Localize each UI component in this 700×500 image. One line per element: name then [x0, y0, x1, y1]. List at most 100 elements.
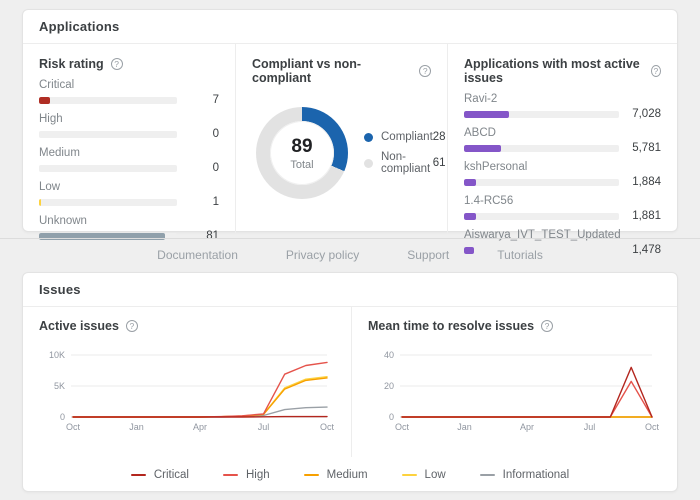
top-app-row-bar-line: 5,781 [464, 142, 661, 154]
top-app-row-bar-line: 1,881 [464, 210, 661, 222]
donut-total-label: Total [290, 158, 314, 171]
svg-text:Oct: Oct [66, 422, 81, 432]
legend-item-critical: Critical [130, 469, 189, 481]
mean-time-line-chart[interactable]: 0 20 40 Oct Jan Apr Jul Oct [368, 337, 668, 443]
risk-row-bar-line: 7 [39, 94, 219, 106]
applications-card-title: Applications [23, 10, 677, 44]
risk-row-value: 0 [212, 162, 219, 174]
risk-row-bar-track [39, 198, 177, 206]
svg-text:Oct: Oct [320, 422, 335, 432]
compliance-legend: Compliant 28 Non-compliant 61 [364, 123, 446, 183]
footer-link-documentation[interactable]: Documentation [157, 248, 238, 262]
risk-row: High 0 [39, 113, 219, 140]
issues-card-title: Issues [23, 273, 677, 307]
active-issues-title: Active issues ? [39, 319, 343, 333]
help-icon[interactable]: ? [541, 320, 554, 332]
top-app-row: Ravi-2 7,028 [464, 93, 661, 120]
legend-item-low: Low [401, 469, 446, 481]
top-app-row-value: 1,881 [632, 210, 661, 222]
top-app-row-bar-track [464, 110, 619, 118]
svg-text:Jul: Jul [584, 422, 596, 432]
legend-dot-icon [364, 132, 373, 142]
svg-text:Apr: Apr [193, 422, 207, 432]
top-app-row-bar-track [464, 212, 619, 220]
risk-rating-section: Risk rating ? Critical 7 High 0 Medium 0 Low 1 U… [23, 44, 235, 242]
svg-text:Oct: Oct [395, 422, 410, 432]
risk-row-bar-line: 81 [39, 230, 219, 242]
footer-link-support[interactable]: Support [407, 248, 450, 262]
top-app-row-bar-track [464, 178, 619, 186]
risk-row-bar-track [39, 164, 177, 172]
risk-row-label: Critical [39, 79, 75, 91]
footer-link-privacy-policy[interactable]: Privacy policy [285, 248, 360, 262]
compliance-donut-chart: 89 Total [256, 107, 348, 199]
top-app-row-bar-fill [464, 178, 477, 186]
risk-row-label: Unknown [39, 215, 87, 227]
legend-dot-icon [364, 158, 373, 168]
svg-text:20: 20 [384, 381, 394, 391]
help-icon[interactable]: ? [110, 58, 123, 70]
svg-text:Jul: Jul [258, 422, 270, 432]
top-apps-section: Applications with most active issues ? R… [447, 44, 677, 256]
risk-rating-title-text: Risk rating [39, 57, 104, 71]
top-app-row-bar-line: 1,478 [464, 244, 661, 256]
risk-row-bar-line: 0 [39, 128, 219, 140]
risk-row: Low 1 [39, 181, 219, 208]
donut-center: 89 Total [270, 121, 334, 185]
legend-item-label: Medium [326, 469, 368, 481]
compliance-section: Compliant vs non-compliant ? 89 Total Co… [235, 44, 447, 233]
risk-row-value: 1 [212, 196, 219, 208]
svg-text:5K: 5K [54, 381, 65, 391]
risk-row-bar-fill [39, 232, 165, 240]
risk-row: Unknown 81 [39, 215, 219, 242]
risk-row-label: High [39, 113, 63, 125]
svg-text:40: 40 [384, 350, 394, 360]
top-app-row-bar-line: 1,884 [464, 176, 661, 188]
legend-item-informational: Informational [479, 469, 570, 481]
top-app-row: kshPersonal 1,884 [464, 161, 661, 188]
risk-row-bar-track [39, 96, 177, 104]
compliance-legend-row: Non-compliant 61 [364, 151, 446, 175]
mean-time-title-text: Mean time to resolve issues [368, 319, 535, 333]
applications-card: Applications Risk rating ? Critical 7 High… [22, 9, 678, 256]
active-issues-line-chart[interactable]: 0 5K 10K Oct Jan Apr Jul Oct [39, 337, 339, 443]
applications-card-body: Risk rating ? Critical 7 High 0 Medium 0 Low 1 U… [23, 44, 677, 256]
top-app-row-value: 1,884 [632, 176, 661, 188]
top-app-row-bar-fill [464, 212, 477, 220]
risk-row-value: 7 [212, 94, 219, 106]
legend-item-label: Low [424, 469, 446, 481]
top-app-row: 1.4-RC56 1,881 [464, 195, 661, 222]
top-app-row-value: 1,478 [632, 244, 661, 256]
help-icon[interactable]: ? [125, 320, 138, 332]
legend-dash-icon [222, 474, 238, 476]
top-app-row-bar-line: 7,028 [464, 108, 661, 120]
compliance-legend-label: Non-compliant [381, 151, 431, 175]
risk-row-bar-fill [39, 96, 50, 104]
legend-dash-icon [479, 474, 495, 476]
compliance-donut-wrap: 89 Total Compliant 28 Non-compliant 61 [252, 107, 446, 199]
mean-time-title: Mean time to resolve issues ? [368, 319, 669, 333]
risk-rating-title: Risk rating ? [39, 57, 219, 71]
risk-row-bar-line: 1 [39, 196, 219, 208]
top-app-row-bar-fill [464, 246, 474, 254]
mean-time-chart-panel: Mean time to resolve issues ? 0 20 40 Oct Ja… [351, 307, 677, 457]
top-app-row-bar-track [464, 246, 619, 254]
top-app-row-label: 1.4-RC56 [464, 195, 514, 207]
help-icon[interactable]: ? [650, 65, 661, 77]
footer-link-tutorials[interactable]: Tutorials [497, 248, 543, 262]
issues-chart-legend: Critical High Medium Low Informational [23, 457, 677, 493]
risk-rating-list: Critical 7 High 0 Medium 0 Low 1 Unknown 81 [39, 79, 219, 242]
issues-card: Issues Active issues ? 0 5K 10K Oct Jan Apr Ju… [22, 272, 678, 492]
risk-row-value: 0 [212, 128, 219, 140]
compliance-legend-row: Compliant 28 [364, 131, 446, 143]
top-apps-title-text: Applications with most active issues [464, 57, 640, 85]
legend-item-label: Critical [153, 469, 189, 481]
svg-text:Oct: Oct [645, 422, 660, 432]
legend-item-label: Informational [502, 469, 570, 481]
top-app-row-bar-track [464, 144, 619, 152]
compliance-legend-value: 28 [432, 131, 446, 143]
top-app-row-label: Ravi-2 [464, 93, 498, 105]
help-icon[interactable]: ? [419, 65, 431, 77]
top-app-row-label: kshPersonal [464, 161, 528, 173]
active-issues-chart-panel: Active issues ? 0 5K 10K Oct Jan Apr Jul Oct [23, 307, 351, 457]
